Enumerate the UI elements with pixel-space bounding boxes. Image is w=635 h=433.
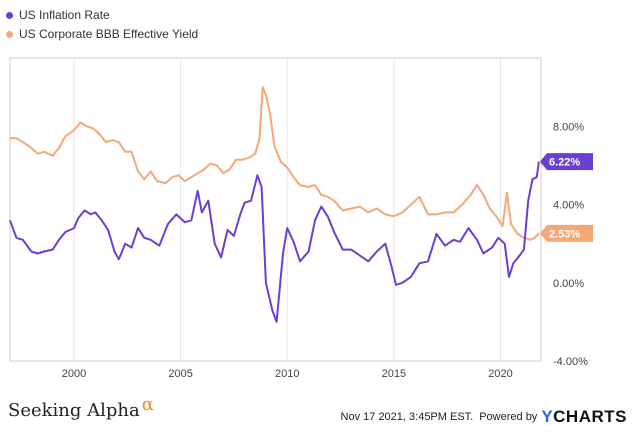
x-tick-label-2010: 2010	[275, 368, 299, 380]
x-tick-label-2005: 2005	[168, 368, 192, 380]
chart-footer: Nov 17 2021, 3:45PM EST. Powered by YCHA…	[341, 407, 627, 427]
legend-item-bbb-yield[interactable]: US Corporate BBB Effective Yield	[6, 25, 198, 44]
legend-item-inflation[interactable]: US Inflation Rate	[6, 6, 198, 25]
legend-dot-bbb-yield	[6, 31, 13, 38]
x-tick-label-2015: 2015	[382, 368, 406, 380]
y-tick-label-1: 0.00%	[553, 278, 584, 290]
x-tick-label-2020: 2020	[488, 368, 512, 380]
x-tick-label-2000: 2000	[62, 368, 86, 380]
ycharts-wordmark: CHARTS	[553, 407, 627, 426]
plot-frame	[9, 57, 542, 362]
y-tick-label-0: -4.00%	[553, 356, 588, 368]
series-line-0	[9, 161, 540, 323]
y-tick-label-3: 8.00%	[553, 121, 584, 133]
end-value-label-0: 6.22%	[549, 157, 580, 169]
alpha-icon: α	[141, 394, 154, 415]
ycharts-logo[interactable]: YCHARTS	[541, 407, 627, 427]
powered-by-text: Powered by	[479, 411, 538, 423]
ycharts-y-mark: Y	[541, 407, 554, 426]
y-tick-label-2: 4.00%	[553, 200, 584, 212]
brand-name: Seeking Alpha	[8, 400, 140, 421]
legend-label-inflation: US Inflation Rate	[19, 8, 110, 22]
series-line-1	[10, 86, 540, 241]
timestamp: Nov 17 2021, 3:45PM EST.	[340, 411, 474, 423]
legend-dot-inflation	[6, 12, 13, 19]
end-value-badge-0	[540, 153, 593, 171]
end-value-label-1: 2.53%	[549, 228, 580, 240]
seeking-alpha-logo: Seeking Alpha α	[8, 394, 154, 421]
legend-label-bbb-yield: US Corporate BBB Effective Yield	[19, 27, 199, 41]
legend: US Inflation Rate US Corporate BBB Effec…	[6, 6, 198, 44]
end-value-badge-1	[540, 224, 593, 242]
